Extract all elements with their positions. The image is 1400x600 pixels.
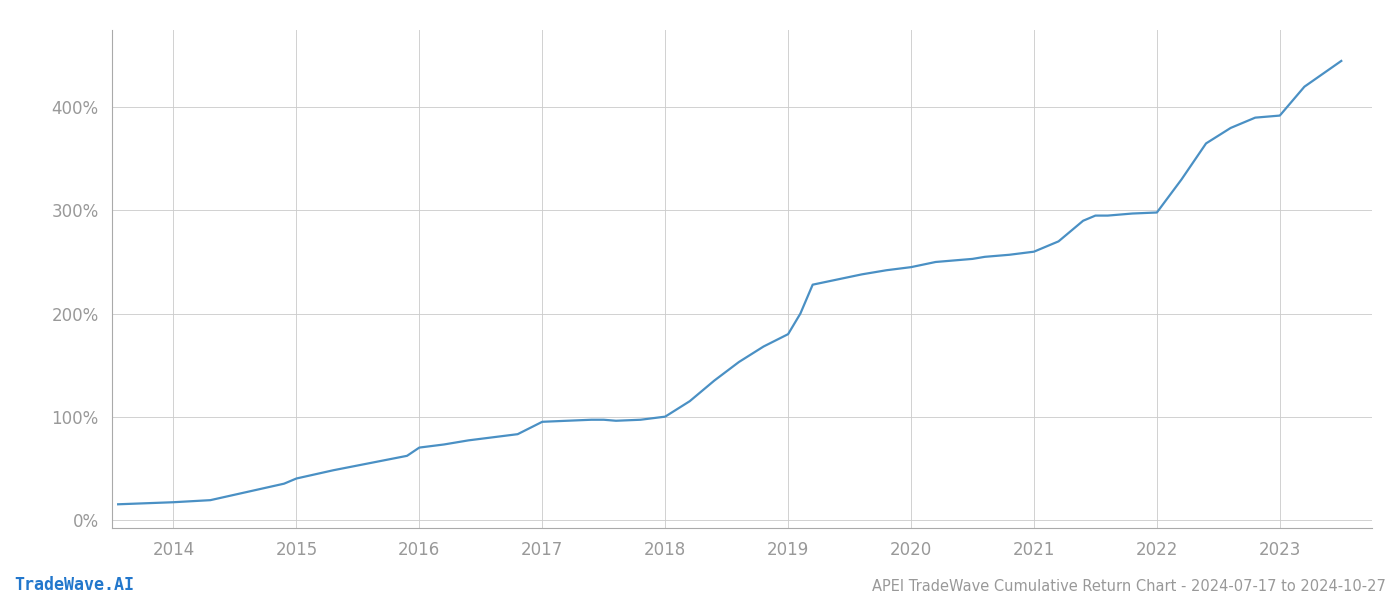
Text: APEI TradeWave Cumulative Return Chart - 2024-07-17 to 2024-10-27: APEI TradeWave Cumulative Return Chart -…	[872, 579, 1386, 594]
Text: TradeWave.AI: TradeWave.AI	[14, 576, 134, 594]
